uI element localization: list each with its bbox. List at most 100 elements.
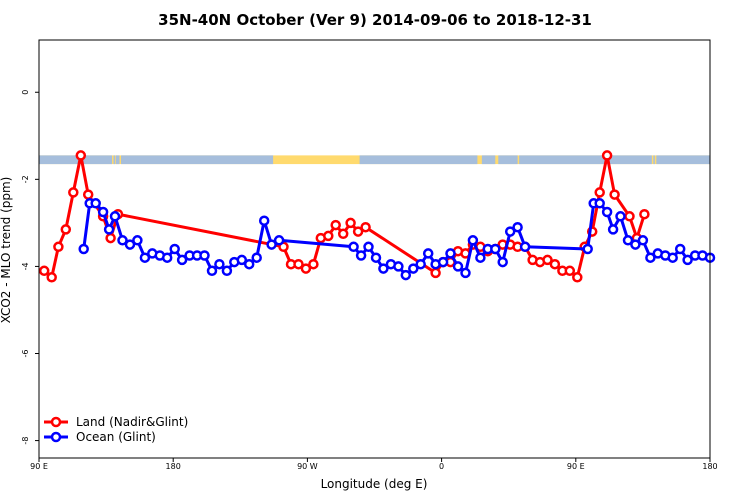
ocean-data-point <box>393 261 404 272</box>
land-data-point <box>68 187 79 198</box>
ocean-data-point <box>78 243 89 255</box>
ocean-data-point <box>622 235 634 246</box>
ocean-data-point <box>645 252 656 263</box>
ocean-data-point <box>266 239 277 250</box>
ocean-band-segment <box>359 155 478 165</box>
ocean-data-point <box>607 224 619 235</box>
land-data-point <box>105 232 116 244</box>
ocean-data-point <box>236 254 248 266</box>
ocean-band-segment <box>498 155 518 165</box>
land-data-point <box>53 241 64 253</box>
ocean-data-point <box>139 252 151 263</box>
y-tick-label: -6 <box>21 350 30 358</box>
ocean-data-point <box>497 256 508 268</box>
chart-title: 35N-40N October (Ver 9) 2014-09-06 to 20… <box>158 11 592 29</box>
ocean-data-point <box>582 243 593 255</box>
ocean-data-point <box>512 221 523 233</box>
ocean-data-point <box>637 235 649 246</box>
land-data-point <box>82 189 94 200</box>
ocean-data-point <box>594 198 605 209</box>
ocean-data-point <box>199 250 210 261</box>
ocean-data-point <box>504 226 516 237</box>
land-data-point <box>323 230 334 242</box>
ocean-data-point <box>132 235 143 246</box>
y-axis-label: XCO2 - MLO trend (ppm) <box>0 177 13 324</box>
ocean-data-point <box>445 248 456 259</box>
ocean-data-point <box>437 256 449 268</box>
land-data-point <box>337 228 349 240</box>
ocean-data-point <box>630 239 641 250</box>
ocean-band-segment <box>113 155 116 165</box>
plot-area <box>38 150 716 283</box>
ocean-data-point <box>251 252 262 263</box>
land-data-point <box>38 265 50 277</box>
legend: Land (Nadir&Glint) Ocean (Glint) <box>44 415 188 444</box>
ocean-data-point <box>363 241 374 253</box>
axes: 90 E 180 90 W 0 90 E 180 0 -2 -4 -6 -8 <box>21 90 718 471</box>
ocean-data-point <box>117 235 128 246</box>
y-tick-label: -4 <box>21 262 30 270</box>
ocean-data-point <box>243 258 255 270</box>
ocean-data-point <box>258 215 270 226</box>
ocean-data-point <box>674 243 686 255</box>
land-data-point <box>572 272 583 283</box>
land-data-point <box>549 258 561 270</box>
ocean-band-segment <box>121 155 274 165</box>
y-tick-label: -8 <box>21 437 30 445</box>
ocean-data-point <box>273 235 285 246</box>
x-axis-label: Longitude (deg E) <box>321 477 428 491</box>
land-data-point <box>46 272 57 283</box>
ocean-band-segment <box>653 155 655 165</box>
ocean-band-segment <box>519 155 652 165</box>
ocean-band-segment <box>115 155 120 165</box>
x-tick-label: 90 W <box>297 462 318 471</box>
legend-ocean-marker <box>50 431 62 443</box>
plot-frame <box>38 39 711 459</box>
ocean-data-point <box>214 258 225 270</box>
y-tick-label: -2 <box>21 175 30 183</box>
y-tick-label: 0 <box>21 90 30 95</box>
land-data-point <box>594 187 605 198</box>
land-data-point <box>601 150 613 161</box>
land-data-point <box>352 226 364 237</box>
x-tick-label: 0 <box>439 462 444 471</box>
land-data-point <box>293 258 304 270</box>
ocean-data-point <box>109 211 121 222</box>
land-data-point <box>564 265 576 277</box>
ocean-data-point <box>490 243 501 255</box>
land-data-point <box>75 150 87 161</box>
x-tick-label: 90 E <box>567 462 585 471</box>
ocean-data-point <box>97 206 109 218</box>
legend-ocean-label: Ocean (Glint) <box>76 430 156 444</box>
ocean-data-point <box>378 263 389 274</box>
land-data-point <box>60 224 72 235</box>
ocean-data-point <box>124 239 136 250</box>
ocean-data-point <box>667 252 678 263</box>
land-data-point <box>300 263 312 274</box>
ocean-data-point <box>601 206 613 218</box>
land-data-point <box>624 211 635 222</box>
ocean-data-point <box>682 254 693 266</box>
ocean-data-point <box>467 235 479 246</box>
ocean-data-point <box>370 252 382 263</box>
land-data-point <box>430 267 441 279</box>
ocean-data-point <box>400 269 412 281</box>
ocean-data-point <box>169 243 180 255</box>
land-ocean-band <box>39 155 710 165</box>
ocean-band-segment <box>481 155 496 165</box>
land-data-point <box>609 189 620 200</box>
ocean-data-point <box>519 241 531 253</box>
ocean-series <box>78 198 716 281</box>
ocean-data-point <box>460 267 471 279</box>
ocean-data-point <box>408 263 419 274</box>
ocean-data-point <box>176 254 188 266</box>
ocean-data-point <box>355 250 367 261</box>
legend-land-marker <box>50 416 62 428</box>
ocean-data-point <box>415 258 426 270</box>
land-data-point <box>360 221 371 233</box>
land-data-point <box>345 217 356 229</box>
ocean-data-point <box>615 211 626 222</box>
ocean-data-point <box>90 198 101 209</box>
